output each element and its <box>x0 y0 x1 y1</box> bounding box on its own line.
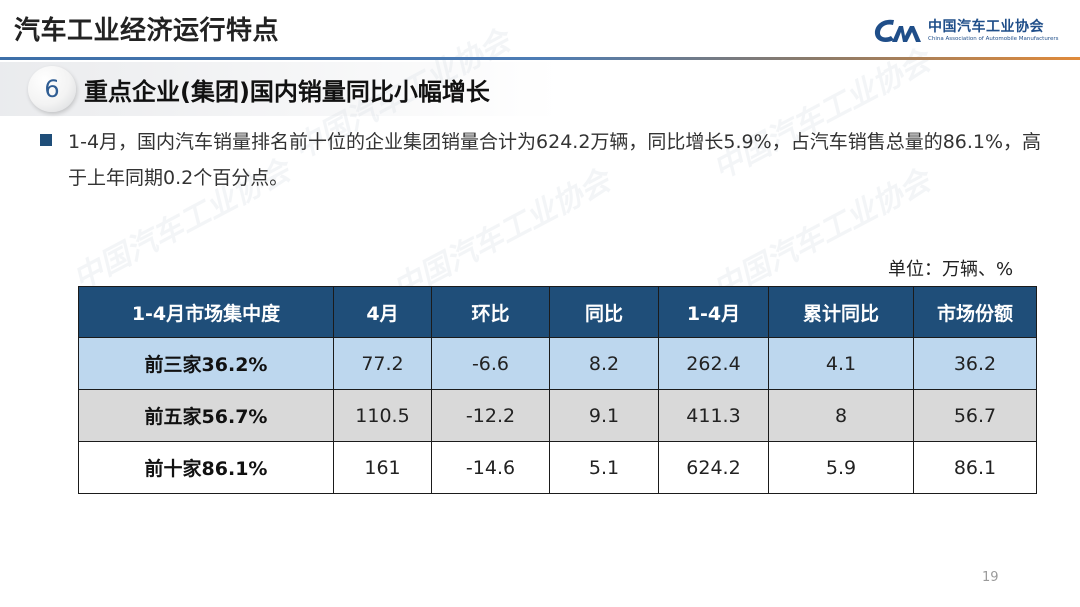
section-title: 重点企业(集团)国内销量同比小幅增长 <box>84 78 490 106</box>
column-header: 环比 <box>431 286 550 338</box>
table-cell: -14.6 <box>431 441 550 494</box>
table-cell: 56.7 <box>913 389 1037 442</box>
row-label: 前十家86.1% <box>78 441 334 494</box>
cam-logo-icon <box>874 19 921 42</box>
row-label: 前五家56.7% <box>78 389 334 442</box>
table-cell: 161 <box>333 441 432 494</box>
table-cell: 9.1 <box>549 389 659 442</box>
unit-label: 单位：万辆、% <box>888 259 1014 280</box>
table-row: 前三家36.2% 77.2 -6.6 8.2 262.4 4.1 36.2 <box>78 337 1037 390</box>
logo-name-cn: 中国汽车工业协会 <box>928 19 1044 35</box>
page-number: 19 <box>982 570 999 585</box>
table-cell: 5.1 <box>549 441 659 494</box>
table-cell: 5.9 <box>768 441 914 494</box>
table-row: 前十家86.1% 161 -14.6 5.1 624.2 5.9 86.1 <box>78 441 1037 494</box>
table-cell: 86.1 <box>913 441 1037 494</box>
section-number-badge: 6 <box>28 66 76 112</box>
column-header: 累计同比 <box>768 286 914 338</box>
market-concentration-table: 1-4月市场集中度 4月 环比 同比 1-4月 累计同比 市场份额 前三家36.… <box>78 286 1037 494</box>
table-cell: 262.4 <box>658 337 769 390</box>
table-cell: -12.2 <box>431 389 550 442</box>
table-cell: 411.3 <box>658 389 769 442</box>
table-cell: -6.6 <box>431 337 550 390</box>
table-header-row: 1-4月市场集中度 4月 环比 同比 1-4月 累计同比 市场份额 <box>78 286 1037 338</box>
table-cell: 4.1 <box>768 337 914 390</box>
section-number: 6 <box>44 75 60 103</box>
column-header: 同比 <box>549 286 659 338</box>
header-divider <box>0 57 1080 60</box>
table-cell: 8.2 <box>549 337 659 390</box>
table-cell: 8 <box>768 389 914 442</box>
table-cell: 36.2 <box>913 337 1037 390</box>
row-label: 前三家36.2% <box>78 337 334 390</box>
column-header: 1-4月 <box>658 286 769 338</box>
table-cell: 110.5 <box>333 389 432 442</box>
logo-name-en: China Association of Automobile Manufact… <box>928 36 1059 42</box>
table-row: 前五家56.7% 110.5 -12.2 9.1 411.3 8 56.7 <box>78 389 1037 442</box>
organization-logo: 中国汽车工业协会 China Association of Automobile… <box>872 16 1058 46</box>
column-header: 市场份额 <box>913 286 1037 338</box>
table-cell: 77.2 <box>333 337 432 390</box>
column-header: 1-4月市场集中度 <box>78 286 334 338</box>
summary-text: 1-4月，国内汽车销量排名前十位的企业集团销量合计为624.2万辆，同比增长5.… <box>68 131 1042 189</box>
square-bullet-icon <box>40 134 52 146</box>
column-header: 4月 <box>333 286 432 338</box>
header-title: 汽车工业经济运行特点 <box>14 16 280 46</box>
section-band <box>0 62 560 116</box>
table-cell: 624.2 <box>658 441 769 494</box>
